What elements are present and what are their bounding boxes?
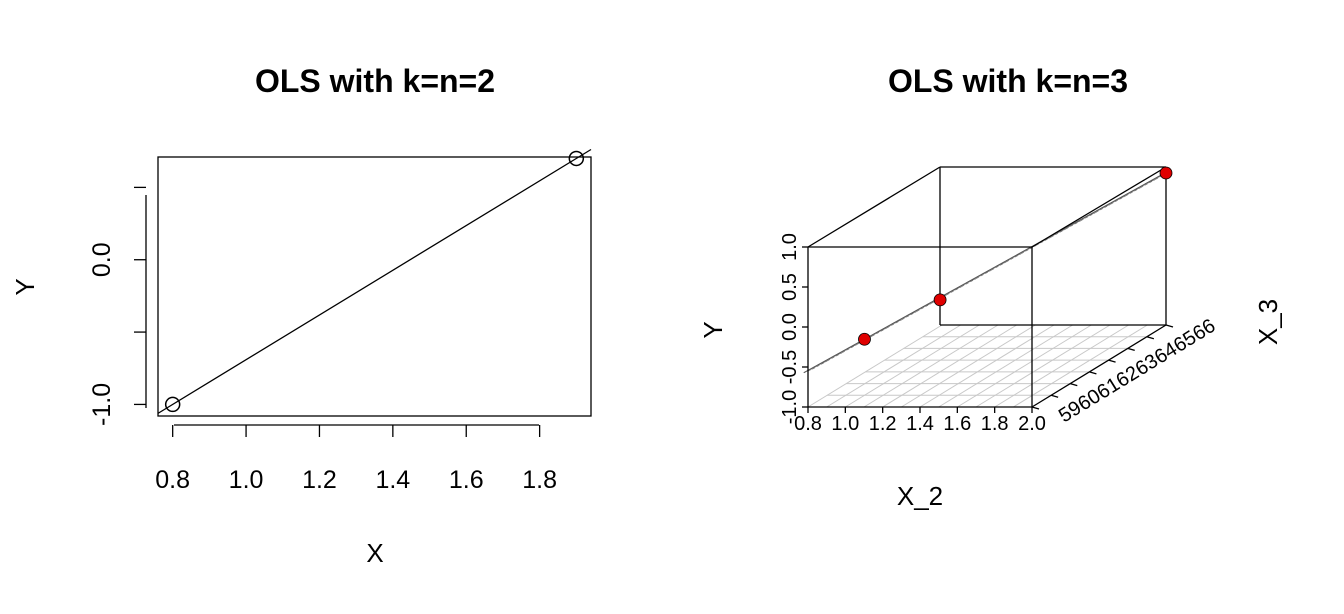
plot-frame	[157, 156, 592, 417]
x3-tick	[1165, 324, 1174, 328]
data-points	[164, 150, 585, 413]
regression-line	[157, 148, 592, 414]
y-tick-label: -0.5	[779, 350, 801, 384]
x-tick-label: 1.8	[522, 466, 557, 494]
y-axis-ticks: -1.0 -0.5 0.0 0.5 1.0	[779, 233, 808, 424]
x3-tick	[1127, 347, 1135, 352]
data-point	[1159, 166, 1173, 180]
x-tick-label: 1.2	[869, 413, 897, 435]
x-tick-label: 1.8	[981, 413, 1009, 435]
x3-tick	[1050, 394, 1059, 398]
x3-tick	[1070, 382, 1078, 387]
chart-title: OLS with k=n=3	[888, 63, 1128, 99]
data-points	[858, 166, 1173, 346]
regression-plane	[803, 171, 1171, 374]
y-tick-label: 0.5	[779, 273, 801, 301]
x-ticks: 0.8 1.0 1.2 1.4 1.6 1.8	[155, 425, 557, 494]
x-tick-label: 1.6	[449, 466, 484, 494]
x-tick-label: 2.0	[1018, 413, 1046, 435]
y-axis-label: Y	[10, 278, 40, 295]
y-tick-label: -1.0	[779, 390, 801, 424]
data-point	[933, 293, 947, 307]
data-point	[164, 396, 181, 413]
y-tick-label: 0.0	[88, 242, 116, 277]
x3-tick	[1146, 336, 1155, 340]
x-tick-label: 1.4	[375, 466, 410, 494]
data-point	[858, 332, 871, 346]
x-tick-label: 1.2	[302, 466, 337, 494]
x3-tick	[1031, 406, 1040, 410]
y-ticks: -1.0 0.0	[88, 186, 146, 426]
x3-axis-label: X_3	[1253, 299, 1283, 345]
x3-tick	[1108, 359, 1116, 363]
x2-axis-label: X_2	[897, 481, 943, 511]
chart-ols-k2: OLS with k=n=2 0.8 1.0 1.2 1.4 1.6 1.8 -1.0 0.…	[10, 63, 592, 568]
x-axis-label: X	[366, 538, 383, 568]
chart-title: OLS with k=n=2	[255, 63, 495, 99]
x-tick-label: 0.8	[794, 413, 822, 435]
floor-grid	[807, 324, 1167, 408]
x3-tick	[1089, 371, 1097, 375]
y-tick-label: 1.0	[779, 233, 801, 261]
x-tick-label: 1.0	[831, 413, 859, 435]
x-tick-label: 1.4	[906, 413, 934, 435]
data-point	[568, 150, 585, 167]
chart-ols-k3: OLS with k=n=3 0.8 1.0 1.2 1.4 1.6 1.8 2.0 596…	[698, 63, 1283, 511]
x-tick-label: 0.8	[155, 466, 190, 494]
x-tick-label: 1.0	[229, 466, 264, 494]
y-tick-label: 0.0	[779, 313, 801, 341]
x2-axis-ticks: 0.8 1.0 1.2 1.4 1.6 1.8 2.0	[794, 407, 1046, 435]
y-tick-label: -1.0	[88, 383, 116, 426]
y-axis-label: Y	[698, 321, 728, 338]
x-tick-label: 1.6	[943, 413, 971, 435]
